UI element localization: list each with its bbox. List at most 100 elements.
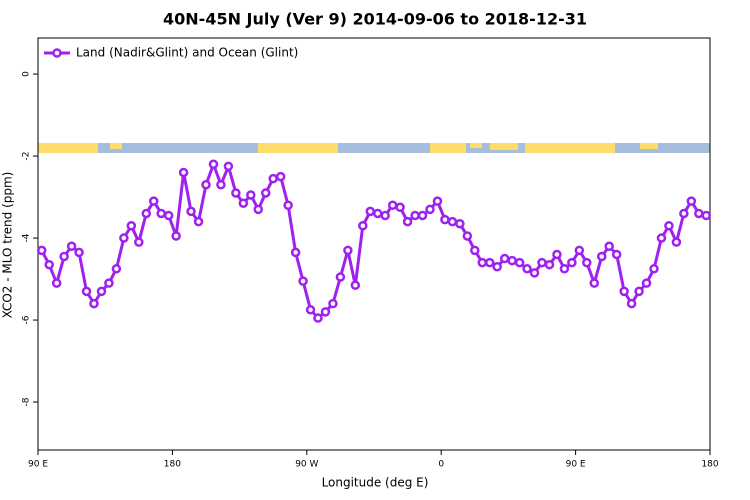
data-point	[343, 245, 353, 256]
data-point	[96, 286, 107, 297]
x-axis-label: Longitude (deg E)	[322, 476, 429, 490]
data-point	[559, 264, 570, 274]
data-point	[59, 251, 69, 262]
x-tick-label: 180	[701, 460, 718, 470]
data-point	[596, 251, 607, 262]
data-point	[193, 216, 204, 227]
data-point	[141, 208, 152, 219]
data-point	[514, 257, 525, 268]
data-point	[238, 198, 249, 208]
y-tick-label: -4	[22, 233, 32, 242]
data-point	[552, 249, 562, 260]
data-point	[641, 278, 652, 288]
data-point	[671, 237, 682, 247]
legend-marker	[52, 48, 62, 58]
data-point	[163, 210, 174, 221]
data-point	[81, 286, 92, 297]
data-point	[589, 278, 600, 288]
data-point	[119, 233, 129, 243]
data-point	[275, 171, 286, 182]
data-point	[544, 259, 555, 270]
data-point	[582, 257, 592, 268]
data-point	[201, 180, 211, 190]
data-point	[484, 257, 495, 268]
data-point	[66, 241, 77, 252]
data-point	[522, 264, 532, 274]
data-point	[432, 196, 443, 206]
data-point	[350, 280, 361, 290]
data-point	[462, 231, 473, 241]
data-point	[148, 196, 159, 206]
data-point	[395, 202, 405, 213]
data-point	[529, 268, 540, 278]
data-point	[694, 208, 704, 219]
x-tick-label: 0	[438, 460, 444, 470]
data-point	[178, 167, 189, 178]
data-point	[492, 262, 502, 272]
data-point	[260, 188, 271, 198]
data-point	[686, 196, 697, 206]
data-point	[380, 210, 390, 221]
x-tick-label: 90 E	[28, 460, 48, 470]
legend-label: Land (Nadir&Glint) and Ocean (Glint)	[76, 46, 298, 60]
data-point	[470, 245, 480, 256]
data-point	[649, 264, 659, 274]
data-point	[208, 159, 219, 170]
data-point	[656, 233, 667, 243]
data-point	[604, 241, 614, 252]
data-point	[417, 210, 428, 221]
data-point	[440, 214, 450, 225]
data-point	[626, 298, 637, 309]
data-point	[171, 231, 181, 241]
data-point	[701, 210, 712, 221]
data-point	[320, 307, 331, 317]
data-point	[499, 253, 510, 264]
x-tick-label: 180	[164, 460, 181, 470]
data-point	[290, 247, 301, 258]
data-point	[126, 221, 137, 231]
data-point	[537, 257, 547, 268]
y-tick-label: -2	[22, 152, 32, 161]
data-point	[455, 218, 465, 229]
data-point	[664, 221, 674, 231]
y-tick-label: -6	[22, 315, 32, 324]
data-point	[313, 313, 323, 323]
data-point	[111, 264, 122, 274]
plot-frame	[37, 37, 711, 451]
data-point	[611, 249, 622, 260]
data-point	[574, 245, 585, 256]
x-tick-label: 90 E	[566, 460, 586, 470]
chart-title: 40N-45N July (Ver 9) 2014-09-06 to 2018-…	[163, 10, 587, 29]
data-point	[365, 206, 376, 217]
data-point	[268, 173, 278, 184]
data-point	[44, 259, 54, 270]
x-tick-label: 90 W	[295, 460, 318, 470]
data-point	[156, 208, 166, 219]
data-point	[89, 298, 99, 309]
y-axis-label: XCO2 - MLO trend (ppm)	[1, 172, 15, 319]
data-point	[223, 161, 234, 172]
land-ocean-strip	[38, 143, 710, 153]
data-point	[477, 257, 488, 268]
y-tick-label: -8	[22, 397, 32, 406]
data-point	[36, 245, 47, 256]
data-point	[328, 298, 338, 309]
data-point	[74, 247, 84, 258]
data-point	[634, 286, 644, 297]
data-point	[679, 208, 689, 219]
data-point	[372, 208, 383, 219]
data-point	[231, 188, 241, 198]
data-point	[216, 180, 226, 190]
data-point	[619, 286, 629, 297]
data-point	[253, 204, 264, 215]
data-point	[51, 278, 62, 288]
data-point	[283, 200, 293, 211]
data-point	[186, 206, 196, 217]
data-point	[402, 216, 413, 227]
data-point	[298, 276, 308, 286]
data-point	[410, 210, 420, 221]
data-point	[425, 204, 435, 215]
y-tick-label: 0	[22, 71, 32, 77]
data-point	[335, 272, 346, 282]
